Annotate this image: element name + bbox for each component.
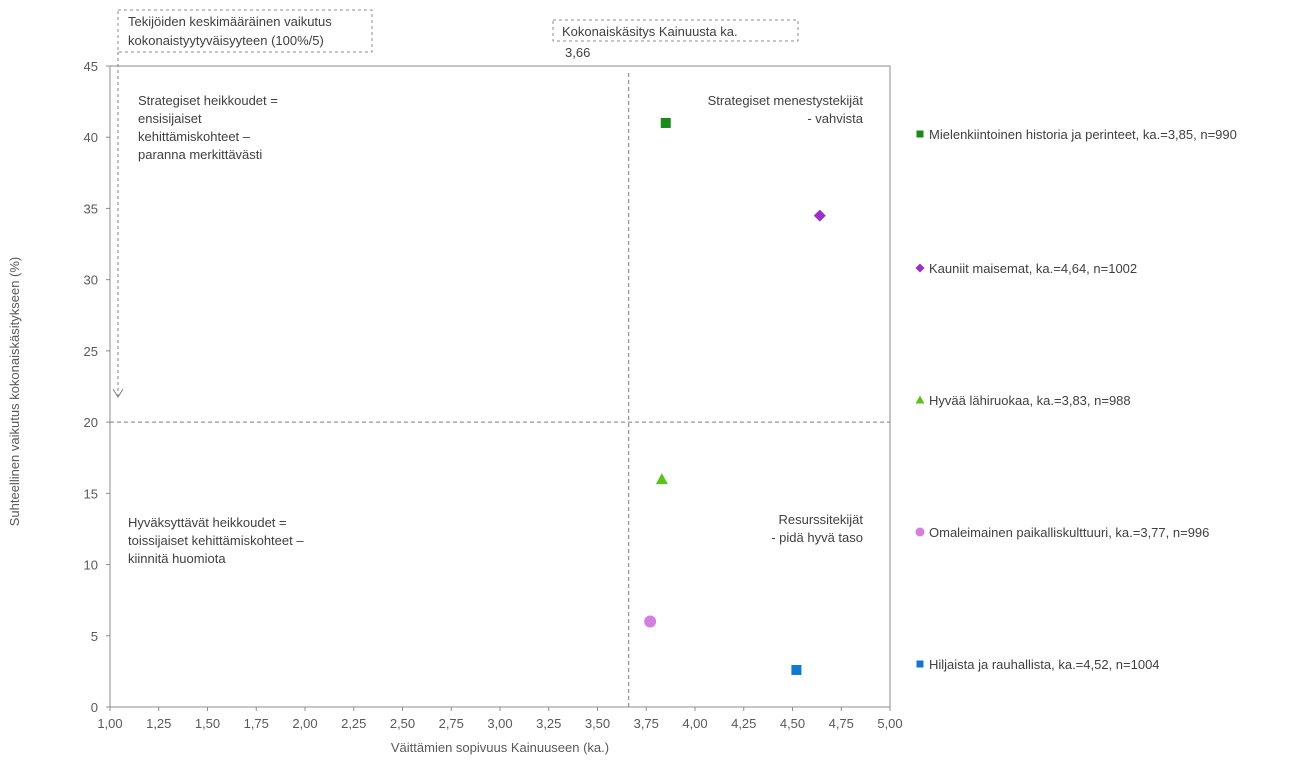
- quadrant-top-left-text: Strategiset heikkoudet =: [138, 93, 278, 108]
- x-tick-label: 1,25: [146, 716, 171, 731]
- y-tick-label: 10: [84, 558, 98, 573]
- x-tick-label: 1,75: [244, 716, 269, 731]
- x-tick-label: 1,00: [97, 716, 122, 731]
- x-tick-label: 3,75: [634, 716, 659, 731]
- plot-frame: [109, 65, 891, 708]
- vertical-ref-label-line: 3,66: [565, 45, 590, 60]
- quadrant-top-right-text: - vahvista: [807, 111, 863, 126]
- y-tick-label: 0: [91, 700, 98, 715]
- quadrant-bottom-right-text: - pidä hyvä taso: [771, 530, 863, 545]
- legend-marker: [916, 130, 924, 138]
- quadrant-top-left-text: paranna merkittävästi: [138, 147, 262, 162]
- legend-label: Hiljaista ja rauhallista, ka.=4,52, n=10…: [929, 657, 1160, 672]
- y-tick-label: 20: [84, 415, 98, 430]
- y-tick-label: 15: [84, 486, 98, 501]
- quadrant-bottom-left-text: toissijaiset kehittämiskohteet –: [128, 533, 304, 548]
- quadrant-bottom-right-text: Resurssitekijät: [778, 512, 863, 527]
- legend-marker: [916, 660, 924, 668]
- x-tick-label: 2,75: [439, 716, 464, 731]
- x-tick-label: 3,25: [536, 716, 561, 731]
- legend-label: Hyvää lähiruokaa, ka.=3,83, n=988: [929, 393, 1131, 408]
- quadrant-top-left-text: kehittämiskohteet –: [138, 129, 251, 144]
- quadrant-top-left-text: ensisijaiset: [138, 111, 202, 126]
- legend-marker: [915, 395, 925, 404]
- y-tick-label: 40: [84, 130, 98, 145]
- x-tick-label: 4,00: [682, 716, 707, 731]
- quadrant-top-right-text: Strategiset menestystekijät: [708, 93, 864, 108]
- x-tick-label: 4,75: [829, 716, 854, 731]
- y-tick-label: 30: [84, 273, 98, 288]
- quadrant-bottom-left-text: kiinnitä huomiota: [128, 551, 226, 566]
- horizontal-ref-label-box: [117, 9, 373, 53]
- x-tick-label: 4,50: [780, 716, 805, 731]
- x-tick-label: 2,25: [341, 716, 366, 731]
- x-tick-label: 4,25: [731, 716, 756, 731]
- legend-label: Omaleimainen paikalliskulttuuri, ka.=3,7…: [929, 525, 1209, 540]
- data-point: [644, 615, 657, 628]
- horizontal-ref-label-line: Tekijöiden keskimääräinen vaikutus: [128, 14, 332, 29]
- legend-marker: [915, 527, 925, 537]
- ref-arrow-head: [112, 388, 124, 399]
- vertical-ref-label-line: Kokonaiskäsitys Kainuusta ka.: [562, 24, 738, 39]
- x-tick-label: 2,00: [292, 716, 317, 731]
- x-tick-label: 1,50: [195, 716, 220, 731]
- x-tick-label: 3,00: [487, 716, 512, 731]
- y-tick-label: 25: [84, 344, 98, 359]
- y-tick-label: 35: [84, 201, 98, 216]
- data-point: [660, 117, 671, 128]
- legend-marker: [915, 263, 925, 273]
- data-point: [791, 664, 802, 675]
- data-point: [813, 209, 826, 222]
- x-tick-label: 2,50: [390, 716, 415, 731]
- horizontal-ref-label-line: kokonaistyytyväisyyteen (100%/5): [128, 33, 324, 48]
- vertical-ref-label-box: [552, 19, 799, 42]
- y-tick-label: 5: [91, 629, 98, 644]
- x-axis-title: Väittämien sopivuus Kainuuseen (ka.): [391, 740, 609, 755]
- legend-label: Kauniit maisemat, ka.=4,64, n=1002: [929, 261, 1137, 276]
- y-axis-title: Suhteellinen vaikutus kokonaiskäsityksee…: [7, 257, 22, 527]
- x-tick-label: 5,00: [877, 716, 902, 731]
- legend-label: Mielenkiintoinen historia ja perinteet, …: [929, 127, 1237, 142]
- data-point: [655, 473, 668, 485]
- y-tick-label: 45: [84, 59, 98, 74]
- x-tick-label: 3,50: [585, 716, 610, 731]
- quadrant-bottom-left-text: Hyväksyttävät heikkoudet =: [128, 515, 287, 530]
